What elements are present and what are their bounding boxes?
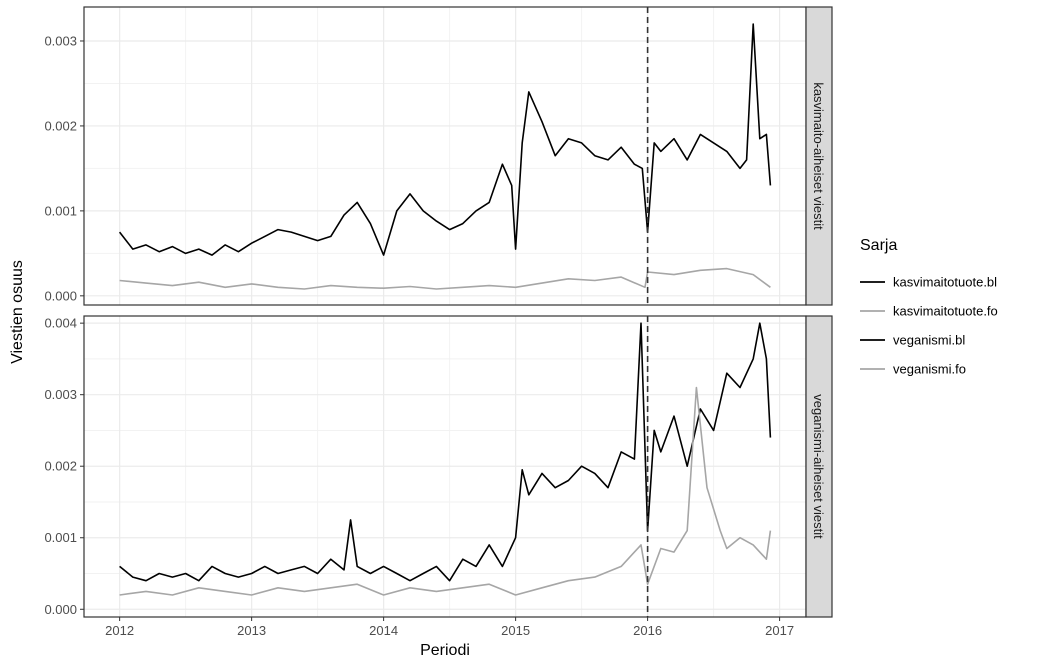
series-line-veganismi-fo — [119, 386, 772, 596]
legend-label: veganismi.bl — [893, 333, 965, 348]
panel-kasvimaito: 0.000 0.001 0.002 0.003 kasvimaito-aiheiset … — [44, 6, 833, 306]
y-tick-label: 0.001 — [44, 203, 77, 218]
x-tick-label: 2014 — [369, 623, 398, 638]
y-tick-label: 0.000 — [44, 288, 77, 303]
plot-background — [84, 7, 806, 305]
y-tick-label: 0.003 — [44, 387, 77, 402]
series-line-kasvimaitotuote-bl — [118, 23, 772, 256]
y-tick-label: 0.002 — [44, 118, 77, 133]
legend-title: Sarja — [860, 237, 897, 254]
x-tick-label: 2016 — [633, 623, 662, 638]
y-tick-label: 0.003 — [44, 33, 77, 48]
x-tick-label: 2012 — [105, 623, 134, 638]
x-tick-label: 2017 — [765, 623, 794, 638]
legend: Sarja kasvimaitotuote.bl kasvimaitotuote.f… — [860, 237, 998, 377]
y-tick-label: 0.000 — [44, 602, 77, 617]
facet-strip-label: veganismi-aiheiset viestit — [811, 394, 826, 539]
x-axis-label: Periodi — [420, 642, 470, 659]
x-axis: 2012 2013 2014 2015 2016 2017 — [105, 617, 794, 638]
facet-strip — [805, 315, 833, 618]
y-axis-label: Viestien osuus — [9, 260, 26, 364]
legend-label: veganismi.fo — [893, 362, 966, 377]
facet-strip — [805, 6, 833, 306]
x-tick-label: 2015 — [501, 623, 530, 638]
y-tick-label: 0.004 — [44, 316, 77, 331]
series-line-veganismi-bl — [119, 322, 772, 582]
panel-veganismi: 0.000 0.001 0.002 0.003 0.004 veganismi-aihei… — [44, 315, 833, 618]
y-tick-label: 0.002 — [44, 459, 77, 474]
series-line-kasvimaitotuote-fo — [119, 267, 771, 290]
legend-label: kasvimaitotuote.fo — [893, 304, 998, 319]
y-tick-label: 0.001 — [44, 530, 77, 545]
x-tick-label: 2013 — [237, 623, 266, 638]
facet-strip-label: kasvimaito-aiheiset viestit — [811, 82, 826, 230]
legend-label: kasvimaitotuote.bl — [893, 275, 997, 290]
